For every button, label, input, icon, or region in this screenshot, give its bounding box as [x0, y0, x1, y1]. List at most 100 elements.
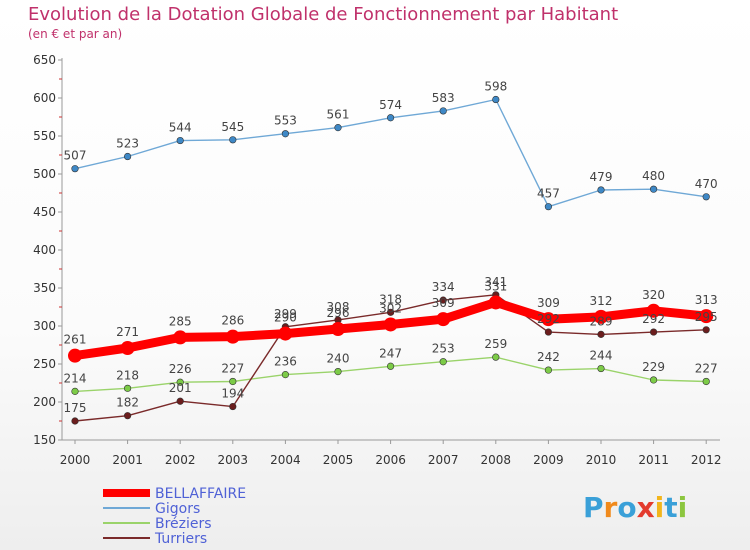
data-label-br-ziers: 240	[327, 352, 350, 366]
data-point-bellaffaire	[120, 341, 135, 356]
data-point-br-ziers	[387, 362, 395, 370]
data-point-gigors	[71, 165, 79, 173]
data-point-turriers	[544, 328, 553, 336]
data-point-br-ziers	[597, 364, 605, 373]
data-point-bellaffaire	[173, 330, 188, 345]
data-label-bellaffaire: 312	[590, 294, 613, 308]
data-label-gigors: 545	[221, 120, 244, 134]
data-label-bellaffaire: 285	[169, 314, 192, 328]
data-label-br-ziers: 226	[169, 362, 192, 376]
y-tick-label: 250	[33, 357, 56, 371]
x-tick-label: 2007	[428, 453, 459, 467]
x-tick-label: 2000	[60, 453, 91, 467]
data-point-bellaffaire	[436, 312, 451, 327]
data-point-br-ziers	[71, 387, 79, 395]
x-tick-label: 2004	[270, 453, 301, 467]
x-tick-label: 2011	[638, 453, 669, 467]
axes: 150 200 250 300 350 400 450 500 550 600 650 2000 200…	[33, 53, 721, 467]
data-label-turriers: 182	[116, 396, 139, 410]
data-label-br-ziers: 229	[642, 360, 665, 374]
x-tick-label: 2003	[218, 453, 249, 467]
data-label-turriers: 175	[64, 401, 87, 415]
data-label-bellaffaire: 290	[274, 311, 297, 325]
y-tick-label: 200	[33, 395, 56, 409]
data-point-turriers	[439, 296, 447, 304]
proxiti-logo: Proxiti	[583, 491, 687, 524]
y-tick-label: 400	[33, 243, 56, 257]
data-label-turriers: 318	[379, 292, 402, 306]
data-label-gigors: 470	[695, 177, 718, 191]
data-label-gigors: 480	[642, 169, 665, 183]
data-label-br-ziers: 253	[432, 342, 455, 356]
data-point-turriers	[229, 402, 237, 411]
data-label-turriers: 292	[537, 312, 560, 326]
data-point-gigors	[544, 203, 553, 211]
data-label-br-ziers: 214	[64, 371, 87, 385]
data-label-br-ziers: 227	[695, 361, 718, 375]
data-point-gigors	[492, 95, 500, 104]
data-point-bellaffaire	[225, 329, 240, 344]
data-point-br-ziers	[492, 353, 500, 361]
data-label-br-ziers: 218	[116, 368, 139, 382]
data-label-turriers: 299	[274, 307, 297, 321]
data-point-turriers	[176, 397, 184, 405]
y-tick-label: 500	[33, 167, 56, 181]
data-label-turriers: 334	[432, 280, 455, 294]
data-point-turriers	[649, 328, 658, 336]
logo-letter: P	[583, 491, 604, 524]
data-point-gigors	[649, 185, 658, 193]
logo-letter: x	[637, 491, 655, 524]
data-point-bellaffaire	[488, 295, 503, 310]
data-label-bellaffaire: 296	[327, 306, 350, 320]
y-tick-label: 650	[33, 53, 56, 67]
data-label-turriers: 308	[327, 300, 350, 314]
data-label-gigors: 457	[537, 187, 560, 201]
y-tick-label: 350	[33, 281, 56, 295]
logo-letter: i	[678, 491, 688, 524]
data-label-gigors: 583	[432, 91, 455, 105]
data-point-br-ziers	[334, 368, 342, 376]
data-point-bellaffaire	[331, 322, 345, 337]
legend-label-turriers: Turriers	[154, 531, 207, 547]
x-tick-label: 2010	[586, 453, 617, 467]
data-label-gigors: 561	[327, 108, 350, 122]
data-label-turriers: 289	[590, 314, 613, 328]
data-point-br-ziers	[281, 371, 290, 379]
data-label-gigors: 523	[116, 137, 139, 151]
data-label-turriers: 295	[695, 310, 718, 324]
data-label-turriers: 341	[484, 275, 507, 289]
x-tick-label: 2006	[375, 453, 406, 467]
data-label-br-ziers: 247	[379, 346, 402, 360]
data-point-gigors	[281, 130, 290, 138]
data-label-gigors: 544	[169, 121, 192, 135]
data-point-bellaffaire	[541, 312, 556, 327]
data-point-br-ziers	[439, 358, 447, 366]
data-point-gigors	[387, 114, 395, 122]
data-label-bellaffaire: 313	[695, 293, 718, 307]
data-point-br-ziers	[702, 377, 710, 386]
y-tick-label: 150	[33, 433, 56, 447]
y-tick-label: 450	[33, 205, 56, 219]
data-labels: 507 523 544 545 553 561 574 583 598 457 479 480 470 2…	[64, 80, 718, 415]
legend-label-gigors: Gigors	[155, 501, 200, 517]
data-point-br-ziers	[123, 384, 132, 392]
data-label-br-ziers: 236	[274, 355, 297, 369]
data-label-bellaffaire: 309	[537, 296, 560, 310]
x-tick-label: 2009	[533, 453, 564, 467]
data-point-gigors	[597, 186, 605, 194]
x-tick-label: 2005	[323, 453, 354, 467]
data-label-turriers: 292	[642, 312, 665, 326]
y-tick-label: 550	[33, 129, 56, 143]
data-label-gigors: 598	[484, 80, 507, 94]
x-tick-label: 2001	[112, 453, 143, 467]
data-label-turriers: 194	[221, 387, 244, 401]
data-point-turriers	[123, 412, 132, 420]
data-point-turriers	[702, 326, 710, 334]
x-tick-label: 2002	[165, 453, 196, 467]
legend-label-br-ziers: Bréziers	[155, 516, 212, 532]
data-label-bellaffaire: 331	[484, 279, 507, 293]
data-point-br-ziers	[176, 378, 184, 386]
x-tick-label: 2008	[481, 453, 512, 467]
